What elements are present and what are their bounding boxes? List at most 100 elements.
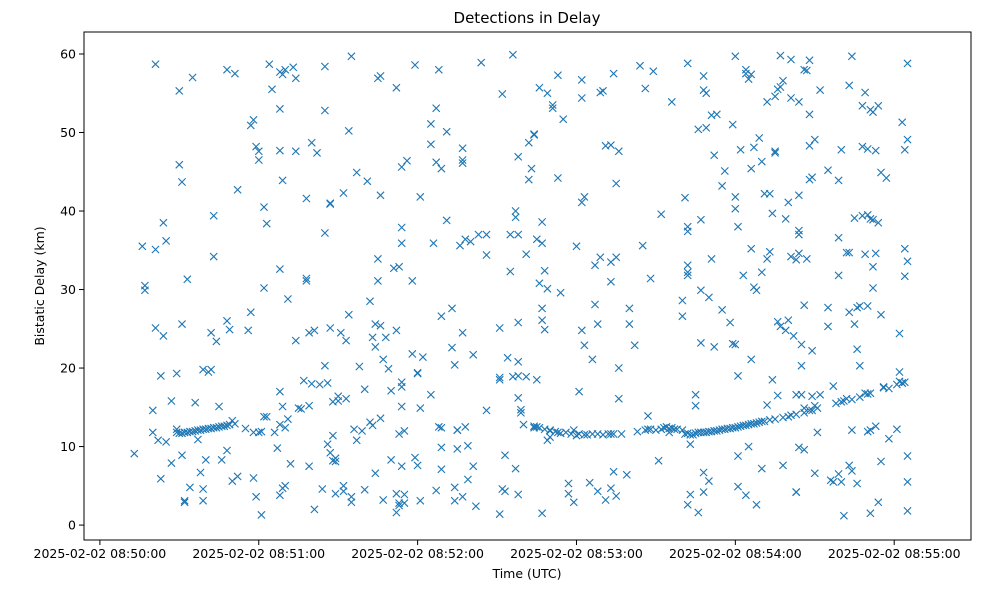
data-point <box>418 353 427 362</box>
data-point <box>209 211 218 220</box>
data-point <box>802 66 811 75</box>
data-point <box>376 414 385 423</box>
data-point <box>368 333 377 342</box>
data-point <box>524 138 533 147</box>
data-point <box>863 390 872 398</box>
data-point <box>411 453 419 462</box>
data-point <box>437 465 446 474</box>
data-point <box>720 167 729 175</box>
data-point <box>712 110 721 119</box>
data-point <box>458 492 467 501</box>
data-point <box>320 229 329 237</box>
data-point <box>781 326 790 335</box>
data-point <box>847 466 856 475</box>
data-point <box>781 214 790 223</box>
x-tick-label: 2025-02-02 08:54:00 <box>669 546 802 561</box>
x-tick-label: 2025-02-02 08:55:00 <box>828 546 961 561</box>
data-point <box>201 455 210 464</box>
data-point <box>678 426 687 435</box>
data-point <box>577 94 586 102</box>
data-point <box>437 312 446 321</box>
data-point <box>307 138 316 147</box>
data-point <box>522 372 531 381</box>
data-point <box>175 86 184 95</box>
data-point <box>683 271 692 280</box>
data-point <box>779 461 787 470</box>
data-point <box>466 237 475 246</box>
data-point <box>511 213 520 222</box>
plot-area <box>83 31 972 541</box>
data-point <box>871 146 880 155</box>
data-point <box>400 499 409 508</box>
data-point <box>392 508 401 517</box>
data-point <box>540 325 549 334</box>
data-point <box>334 392 343 401</box>
data-point <box>342 394 351 403</box>
data-point <box>530 130 539 139</box>
data-point <box>199 496 208 505</box>
data-point <box>278 70 287 79</box>
data-point <box>339 189 348 197</box>
data-point <box>546 426 554 435</box>
data-point <box>718 305 727 314</box>
data-point <box>426 119 435 128</box>
data-point <box>397 239 406 248</box>
data-point <box>241 424 250 433</box>
data-point <box>614 394 623 403</box>
data-point <box>816 86 825 95</box>
data-point <box>532 422 541 431</box>
data-point <box>448 304 456 313</box>
data-point <box>794 230 803 239</box>
data-point <box>273 444 282 453</box>
data-point <box>281 65 290 74</box>
data-point <box>858 142 867 151</box>
data-point <box>281 481 290 490</box>
data-point <box>162 437 171 446</box>
data-point <box>614 364 623 372</box>
data-point <box>469 350 478 359</box>
data-point <box>524 175 533 184</box>
data-point <box>347 52 356 61</box>
data-point <box>625 320 634 329</box>
data-point <box>302 194 311 203</box>
data-point <box>196 468 205 477</box>
data-point <box>307 379 316 388</box>
data-point <box>813 428 822 437</box>
data-point <box>495 373 504 382</box>
data-point <box>350 425 359 434</box>
data-point <box>291 74 300 83</box>
data-point <box>580 341 589 350</box>
data-point <box>866 509 875 518</box>
data-point <box>156 371 165 380</box>
data-point <box>392 489 401 498</box>
data-point <box>609 69 618 78</box>
data-point <box>816 390 825 399</box>
data-point <box>712 426 721 435</box>
data-point <box>847 52 856 61</box>
data-point <box>731 340 740 349</box>
data-point <box>763 401 772 409</box>
data-point <box>331 457 340 466</box>
data-point <box>871 249 880 258</box>
data-point <box>320 62 329 71</box>
data-point <box>275 265 284 274</box>
data-point <box>731 204 740 213</box>
data-point <box>794 191 803 200</box>
data-point <box>148 406 157 415</box>
data-point <box>344 310 353 319</box>
data-point <box>834 470 843 478</box>
data-point <box>342 336 351 345</box>
data-point <box>559 115 568 124</box>
data-point <box>696 338 705 347</box>
data-point <box>482 251 491 259</box>
data-point <box>506 267 515 276</box>
data-point <box>704 293 713 302</box>
data-point <box>540 266 549 275</box>
data-point <box>879 382 888 391</box>
data-point <box>538 218 547 226</box>
data-point <box>718 181 727 190</box>
data-point <box>792 255 801 264</box>
data-point <box>437 164 446 173</box>
plot-frame <box>83 31 972 541</box>
data-point <box>763 97 772 106</box>
